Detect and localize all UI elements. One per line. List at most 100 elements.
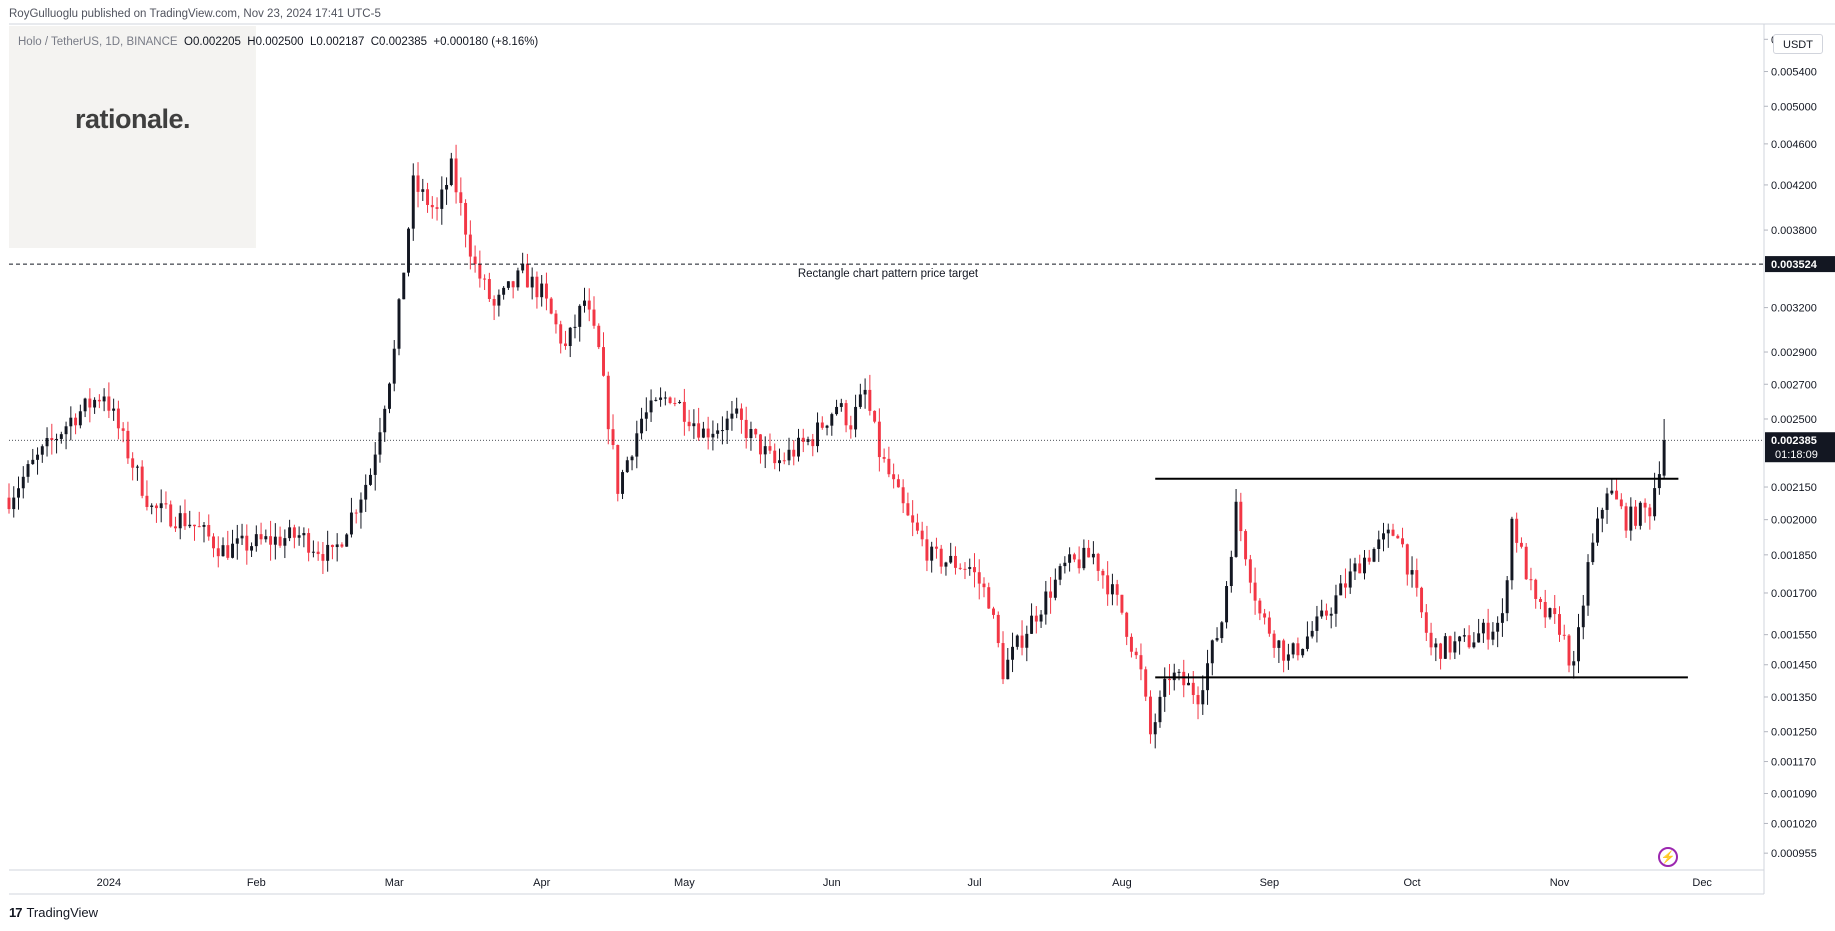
- high-label: H: [247, 36, 256, 48]
- lightning-icon[interactable]: ⚡: [1658, 847, 1678, 867]
- candle-body: [193, 524, 196, 527]
- candle-body: [264, 536, 268, 540]
- candle-body: [1643, 502, 1647, 508]
- candle-body: [1305, 636, 1309, 649]
- candle-body: [1662, 440, 1666, 476]
- symbol-legend[interactable]: Holo / TetherUS, 1D, BINANCE O0.002205 H…: [18, 36, 538, 48]
- candle-body: [1396, 535, 1400, 539]
- candle-body: [1448, 636, 1452, 653]
- candle-body: [183, 513, 187, 527]
- candle-body: [464, 202, 468, 235]
- candle-body: [1363, 557, 1366, 574]
- candle-body: [692, 423, 696, 427]
- price-tick-label: 0.001700: [1771, 588, 1817, 600]
- candle-body: [739, 408, 743, 420]
- time-tick-label: Aug: [1112, 877, 1132, 889]
- candle-body: [1605, 493, 1609, 510]
- candle-body: [1220, 622, 1224, 639]
- candle-body: [1429, 632, 1433, 648]
- candle-body: [887, 458, 891, 475]
- candle-body: [492, 298, 496, 306]
- candle-body: [231, 543, 235, 558]
- candle-body: [1068, 554, 1072, 563]
- candle-body: [744, 419, 748, 439]
- candle-body: [292, 527, 296, 538]
- currency-button[interactable]: USDT: [1773, 34, 1823, 54]
- candle-body: [1296, 643, 1300, 656]
- candle-body: [1420, 587, 1424, 613]
- price-tick-label: 0.000955: [1771, 848, 1817, 860]
- price-tick-label: 0.002700: [1771, 379, 1817, 391]
- candle-body: [1657, 474, 1661, 489]
- candle-body: [1272, 633, 1276, 648]
- candle-body: [297, 535, 301, 538]
- candle-body: [925, 539, 929, 561]
- candle-body: [535, 276, 539, 298]
- candle-body: [511, 281, 515, 288]
- candle-body: [996, 614, 1000, 644]
- candle-body: [1386, 529, 1390, 534]
- candle-body: [820, 422, 824, 428]
- candle-body: [801, 437, 805, 442]
- candle-body: [1586, 562, 1590, 606]
- candle-body: [1610, 490, 1614, 494]
- candle-body: [973, 567, 976, 573]
- candle-body: [402, 272, 406, 300]
- candle-body: [1343, 583, 1347, 588]
- candle-body: [1367, 557, 1371, 562]
- candle-body: [88, 398, 92, 408]
- candle-body: [782, 460, 786, 462]
- candle-body: [839, 403, 843, 407]
- candle-body: [154, 505, 158, 509]
- candle-body: [1624, 506, 1628, 531]
- open-value: 0.002205: [192, 36, 241, 48]
- candle-body: [40, 446, 44, 455]
- candle-body: [1481, 622, 1485, 634]
- price-tick-label: 0.004600: [1771, 139, 1817, 151]
- candle-body: [773, 450, 777, 464]
- candle-body: [1600, 509, 1604, 519]
- candle-body: [720, 430, 724, 432]
- candle-body: [421, 189, 425, 192]
- candle-body: [50, 437, 54, 441]
- candle-body: [378, 432, 382, 455]
- candle-body: [849, 425, 853, 430]
- candle-body: [701, 428, 705, 438]
- candle-body: [663, 397, 667, 399]
- candle-body: [697, 423, 701, 438]
- candle-body: [169, 504, 173, 527]
- candle-body: [687, 421, 691, 427]
- candle-body: [326, 544, 330, 561]
- candle-body: [1129, 636, 1133, 652]
- candle-body: [811, 439, 815, 447]
- candle-body: [1267, 617, 1271, 634]
- high-value: 0.002500: [255, 36, 304, 48]
- candle-body: [1063, 562, 1067, 567]
- candle-body: [1653, 488, 1657, 517]
- candle-body: [269, 536, 273, 545]
- candle-body: [1629, 506, 1633, 531]
- candle-body: [554, 313, 558, 325]
- candle-body: [1405, 544, 1409, 575]
- tradingview-footer[interactable]: 17 TradingView: [9, 905, 98, 920]
- candle-body: [606, 375, 610, 430]
- candle-body: [896, 479, 900, 488]
- candle-body: [340, 544, 344, 547]
- candle-body: [36, 454, 40, 460]
- candle-body: [321, 554, 325, 561]
- candle-body: [1538, 598, 1542, 602]
- candle-body: [135, 466, 139, 468]
- candle-body: [1277, 640, 1281, 648]
- candle-body: [354, 512, 358, 514]
- price-tick-label: 0.002900: [1771, 347, 1817, 359]
- candle-body: [145, 495, 149, 507]
- candle-body: [949, 555, 953, 563]
- candle-body: [1001, 643, 1005, 680]
- candle-body: [854, 406, 858, 430]
- candle-body: [7, 497, 11, 510]
- chart-axes: [9, 23, 1835, 895]
- candle-body: [1391, 529, 1395, 536]
- candle-body: [901, 487, 905, 504]
- candle-body: [958, 567, 962, 569]
